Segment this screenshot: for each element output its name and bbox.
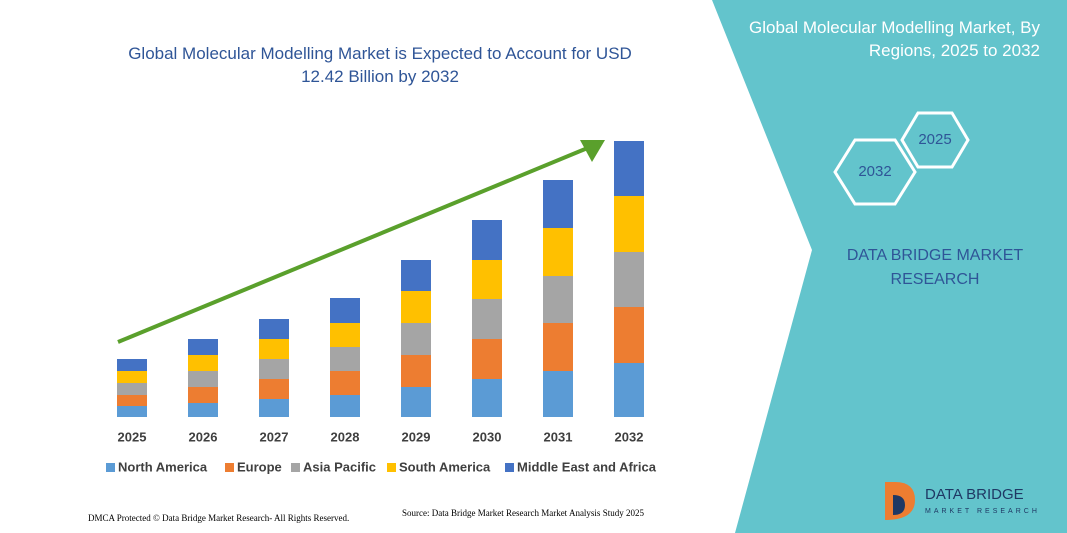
logo-icon xyxy=(893,495,905,515)
hexagon xyxy=(900,111,970,169)
hex-label: 2032 xyxy=(858,163,891,180)
bar-segment xyxy=(188,371,218,387)
legend-label: Asia Pacific xyxy=(303,459,376,474)
chart-title: Global Molecular Modelling Market is Exp… xyxy=(128,44,632,86)
bar-segment xyxy=(614,307,644,363)
bar-segment xyxy=(259,379,289,399)
bar-segment xyxy=(330,298,360,323)
side-panel xyxy=(712,0,1067,533)
x-tick-label: 2031 xyxy=(544,429,573,444)
bar-segment xyxy=(401,387,431,417)
bar-segment xyxy=(543,276,573,323)
logo-name: DATA BRIDGE xyxy=(925,486,1024,503)
footer-right: Source: Data Bridge Market Research Mark… xyxy=(402,508,644,518)
bar-segment xyxy=(188,387,218,403)
bar-segment xyxy=(472,299,502,339)
bar-segment xyxy=(330,395,360,417)
x-tick-label: 2026 xyxy=(189,429,218,444)
bar-segment xyxy=(614,363,644,417)
bar-segment xyxy=(259,399,289,417)
hexagon xyxy=(833,138,917,206)
bar-segment xyxy=(401,260,431,291)
panel-title: Global Molecular Modelling Market, By Re… xyxy=(748,18,1040,60)
panel-title-box: Global Molecular Modelling Market, By Re… xyxy=(748,18,1040,60)
bar-segment xyxy=(259,319,289,339)
bar-segment xyxy=(543,323,573,371)
bar-segment xyxy=(117,383,147,395)
legend-swatch xyxy=(106,463,115,472)
bar-segment xyxy=(543,180,573,228)
bar-segment xyxy=(330,323,360,347)
legend-label: Europe xyxy=(237,459,282,474)
bar-segment xyxy=(117,406,147,417)
bar-segment xyxy=(472,260,502,299)
bar-segment xyxy=(401,323,431,355)
bar-segment xyxy=(188,339,218,355)
bar-segment xyxy=(117,371,147,383)
legend-label: Middle East and Africa xyxy=(517,459,657,474)
bar-segment xyxy=(259,339,289,359)
title-box: Global Molecular Modelling Market is Exp… xyxy=(128,44,632,86)
bar-segment xyxy=(259,359,289,379)
trend-arrow xyxy=(117,145,591,344)
legend-swatch xyxy=(225,463,234,472)
bar-segment xyxy=(401,355,431,387)
bar-segment xyxy=(401,291,431,323)
bar-segment xyxy=(472,220,502,260)
bar-segment xyxy=(614,196,644,252)
brand: DATA BRIDGE MARKET RESEARCH xyxy=(846,247,1024,288)
chart: 2025 2026 2027 2028 2029 2030 2031 2032 North Am… xyxy=(106,141,657,474)
legend-label: North America xyxy=(118,459,208,474)
bar-segment xyxy=(330,371,360,395)
x-tick-label: 2027 xyxy=(260,429,289,444)
logo-sub: MARKET RESEARCH xyxy=(925,508,1040,515)
bar-segment xyxy=(188,355,218,371)
legend-swatch xyxy=(291,463,300,472)
legend-swatch xyxy=(505,463,514,472)
hex-label: 2025 xyxy=(918,131,951,148)
x-tick-label: 2029 xyxy=(402,429,431,444)
legend-label: South America xyxy=(399,459,491,474)
brand-box: DATA BRIDGE MARKET RESEARCH xyxy=(846,247,1024,288)
x-tick-label: 2032 xyxy=(615,429,644,444)
bar-segment xyxy=(472,339,502,379)
bar-segment xyxy=(614,252,644,307)
x-tick-label: 2028 xyxy=(331,429,360,444)
bar-segment xyxy=(117,359,147,371)
x-tick-label: 2030 xyxy=(473,429,502,444)
bar-segment xyxy=(330,347,360,371)
x-tick-label: 2025 xyxy=(118,429,147,444)
footer-left: DMCA Protected © Data Bridge Market Rese… xyxy=(88,513,349,523)
bar-segment xyxy=(543,228,573,276)
legend-swatch xyxy=(387,463,396,472)
arrow-head xyxy=(580,140,605,162)
bar-segment xyxy=(188,403,218,417)
bar-segment xyxy=(472,379,502,417)
bar-segment xyxy=(543,371,573,417)
bar-segment xyxy=(614,141,644,196)
bar-segment xyxy=(117,395,147,406)
